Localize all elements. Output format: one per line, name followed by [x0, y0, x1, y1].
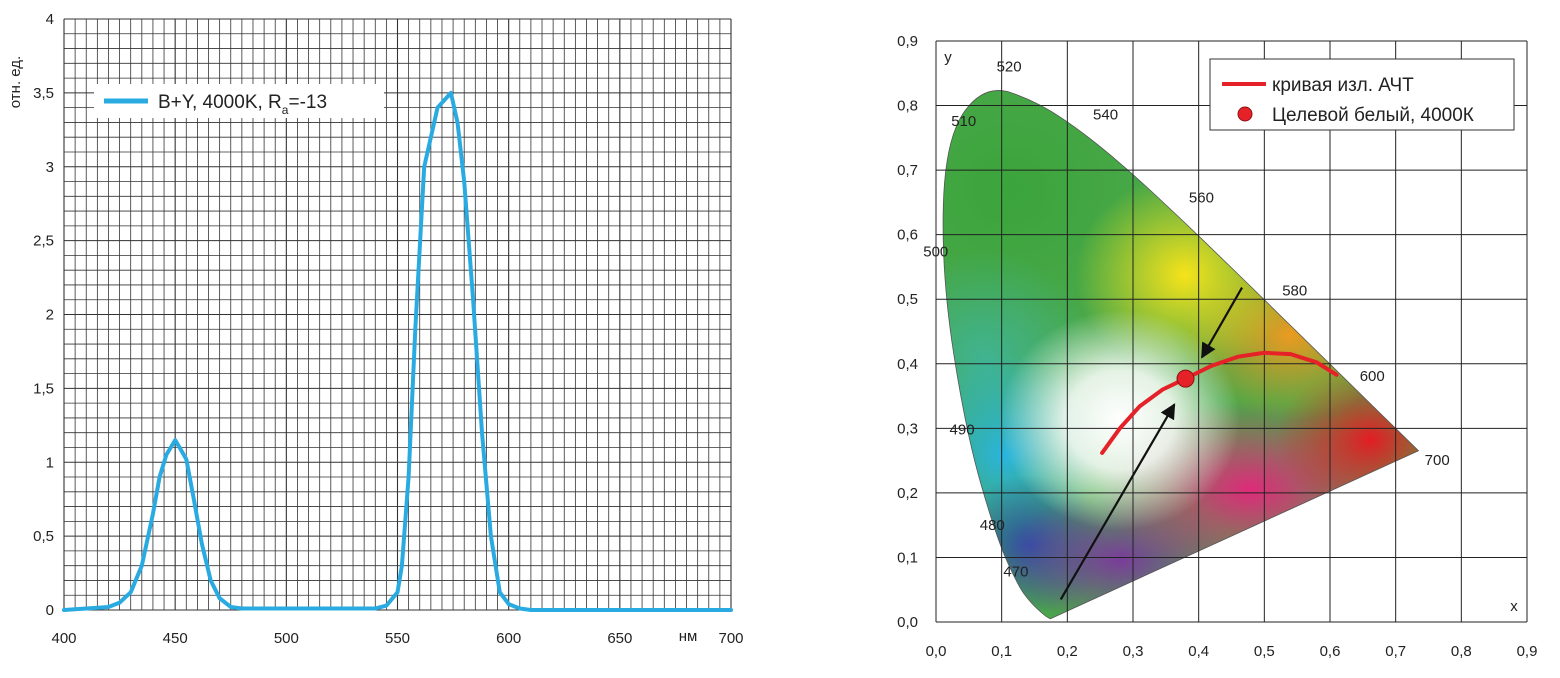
spectrum-y-tick-label: 3,5	[33, 85, 54, 102]
chromaticity-y-axis-label: y	[944, 49, 952, 66]
wavelength-label: 490	[950, 422, 975, 439]
wavelength-label: 500	[923, 244, 948, 261]
chromaticity-grid	[935, 40, 1528, 623]
arrow-up	[1059, 403, 1176, 600]
arrow-down	[1200, 287, 1243, 359]
target-legend-label: Целевой белый, 4000К	[1272, 105, 1474, 126]
spectrum-legend-subscript: a	[282, 103, 289, 117]
chromaticity-x-tick-label: 0,5	[1254, 643, 1275, 660]
chromaticity-x-tick-label: 0,1	[991, 643, 1012, 660]
spectral-locus-outline	[942, 90, 1420, 620]
chromaticity-x-tick-label: 0,3	[1123, 643, 1144, 660]
chromaticity-x-axis-label: x	[1510, 598, 1518, 615]
chromaticity-x-tick-label: 0,2	[1057, 643, 1078, 660]
spectrum-x-tick-label: 450	[163, 630, 188, 647]
chromaticity-y-tick-label: 0,8	[897, 98, 918, 115]
spectrum-y-tick-label: 1	[46, 454, 54, 471]
zone-white	[1000, 310, 1240, 530]
spectrum-y-tick-label: 2	[46, 307, 54, 324]
chromaticity-y-tick-label: 0,0	[897, 614, 918, 631]
spectrum-x-tick-label: 500	[274, 630, 299, 647]
chromaticity-x-ticks: 0,0 0,1 0,2 0,3 0,4 0,5 0,6 0,7 0,8 0,9	[926, 643, 1538, 660]
chromaticity-y-tick-label: 0,9	[897, 33, 918, 50]
wavelength-label: 470	[1003, 564, 1028, 581]
spectrum-x-tick-label: 550	[385, 630, 410, 647]
target-white-point	[1176, 369, 1195, 388]
wavelength-label: 510	[951, 113, 976, 130]
spectrum-y-axis-label: отн. ед.	[7, 56, 24, 108]
spectrum-x-ticks: 400 450 500 550 600 650 700	[51, 630, 743, 647]
spectrum-series-line	[62, 90, 733, 612]
wavelength-labels: 470 480 490 500 510 520 540 560 580 600 700	[923, 59, 1449, 581]
target-legend-marker	[1237, 106, 1253, 122]
chromaticity-x-tick-label: 0,8	[1451, 643, 1472, 660]
wavelength-label: 700	[1425, 452, 1450, 469]
spectrum-x-tick-label: 400	[51, 630, 76, 647]
wavelength-label: 600	[1360, 368, 1385, 385]
chromaticity-x-tick-label: 0,7	[1385, 643, 1406, 660]
spectrum-y-tick-label: 0	[46, 602, 54, 619]
spectrum-y-tick-label: 0,5	[33, 528, 54, 545]
spectrum-y-tick-label: 4	[46, 11, 54, 28]
chromaticity-y-tick-label: 0,5	[897, 291, 918, 308]
chromaticity-y-tick-label: 0,6	[897, 227, 918, 244]
wavelength-label: 540	[1093, 106, 1118, 123]
chromaticity-y-tick-label: 0,2	[897, 485, 918, 502]
chromaticity-y-tick-label: 0,3	[897, 420, 918, 437]
chromaticity-legend: кривая изл. АЧТ Целевой белый, 4000К	[1209, 58, 1515, 131]
chromaticity-y-tick-label: 0,1	[897, 549, 918, 566]
spectrum-legend-label: B+Y, 4000K, Ra=-13	[158, 92, 327, 117]
chromaticity-chart: 0,0 0,1 0,2 0,3 0,4 0,5 0,6 0,7 0,8 0,9 0,0 0,1 0,2…	[897, 33, 1538, 660]
planck-legend-label: кривая изл. АЧТ	[1272, 75, 1414, 96]
spectrum-x-tick-label: 600	[496, 630, 521, 647]
wavelength-label: 480	[980, 517, 1005, 534]
spectrum-legend-name: B+Y, 4000K, R	[158, 92, 282, 113]
planckian-locus-line	[1100, 350, 1339, 455]
wavelength-label: 520	[997, 59, 1022, 76]
spectrum-x-axis-label: нм	[679, 628, 698, 645]
spectrum-y-tick-label: 1,5	[33, 380, 54, 397]
spectrum-legend: B+Y, 4000K, Ra=-13	[94, 84, 384, 118]
spectrum-y-ticks: 0 0,5 1 1,5 2 2,5 3 3,5 4	[33, 11, 54, 619]
chromaticity-x-tick-label: 0,4	[1188, 643, 1209, 660]
spectrum-x-tick-label: 700	[718, 630, 743, 647]
chromaticity-y-tick-label: 0,7	[897, 162, 918, 179]
spectrum-y-tick-label: 2,5	[33, 233, 54, 250]
chromaticity-y-tick-label: 0,4	[897, 356, 918, 373]
spectrum-y-tick-label: 3	[46, 159, 54, 176]
chromaticity-x-tick-label: 0,6	[1320, 643, 1341, 660]
chromaticity-x-tick-label: 0,0	[926, 643, 947, 660]
wavelength-label: 560	[1189, 190, 1214, 207]
chromaticity-legend-box	[1209, 58, 1515, 131]
wavelength-label: 580	[1282, 283, 1307, 300]
chromaticity-y-ticks: 0,0 0,1 0,2 0,3 0,4 0,5 0,6 0,7 0,8 0,9	[897, 33, 918, 631]
spectrum-legend-suffix: =-13	[288, 92, 327, 113]
chromaticity-x-tick-label: 0,9	[1517, 643, 1538, 660]
spectrum-chart: 00,511,522,533,54 400 450 500 550 600 650 700 …	[7, 11, 744, 647]
spectrum-x-tick-label: 650	[607, 630, 632, 647]
